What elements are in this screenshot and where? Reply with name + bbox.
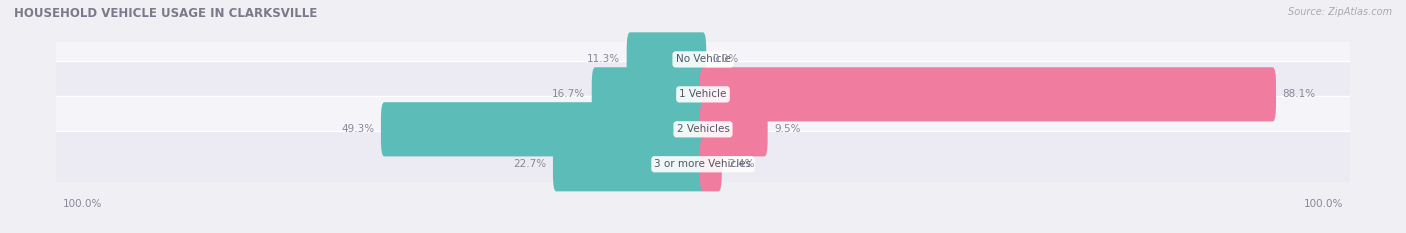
Text: 3 or more Vehicles: 3 or more Vehicles [654,159,752,169]
Text: 88.1%: 88.1% [1282,89,1316,99]
FancyBboxPatch shape [592,67,706,121]
Text: HOUSEHOLD VEHICLE USAGE IN CLARKSVILLE: HOUSEHOLD VEHICLE USAGE IN CLARKSVILLE [14,7,318,20]
FancyBboxPatch shape [700,67,1277,121]
Text: 100.0%: 100.0% [1303,199,1343,209]
Text: 49.3%: 49.3% [342,124,374,134]
Text: 0.0%: 0.0% [713,55,740,64]
FancyBboxPatch shape [700,102,768,156]
FancyBboxPatch shape [53,96,1353,162]
FancyBboxPatch shape [53,27,1353,92]
Text: 2 Vehicles: 2 Vehicles [676,124,730,134]
Text: No Vehicle: No Vehicle [675,55,731,64]
FancyBboxPatch shape [627,32,706,86]
Text: Source: ZipAtlas.com: Source: ZipAtlas.com [1288,7,1392,17]
FancyBboxPatch shape [53,62,1353,127]
Text: 2.4%: 2.4% [728,159,755,169]
Text: 1 Vehicle: 1 Vehicle [679,89,727,99]
Text: 9.5%: 9.5% [775,124,800,134]
Text: 100.0%: 100.0% [63,199,103,209]
FancyBboxPatch shape [553,137,706,191]
Text: 11.3%: 11.3% [588,55,620,64]
FancyBboxPatch shape [53,131,1353,197]
FancyBboxPatch shape [700,137,721,191]
FancyBboxPatch shape [381,102,706,156]
Text: 22.7%: 22.7% [513,159,547,169]
Text: 16.7%: 16.7% [553,89,585,99]
